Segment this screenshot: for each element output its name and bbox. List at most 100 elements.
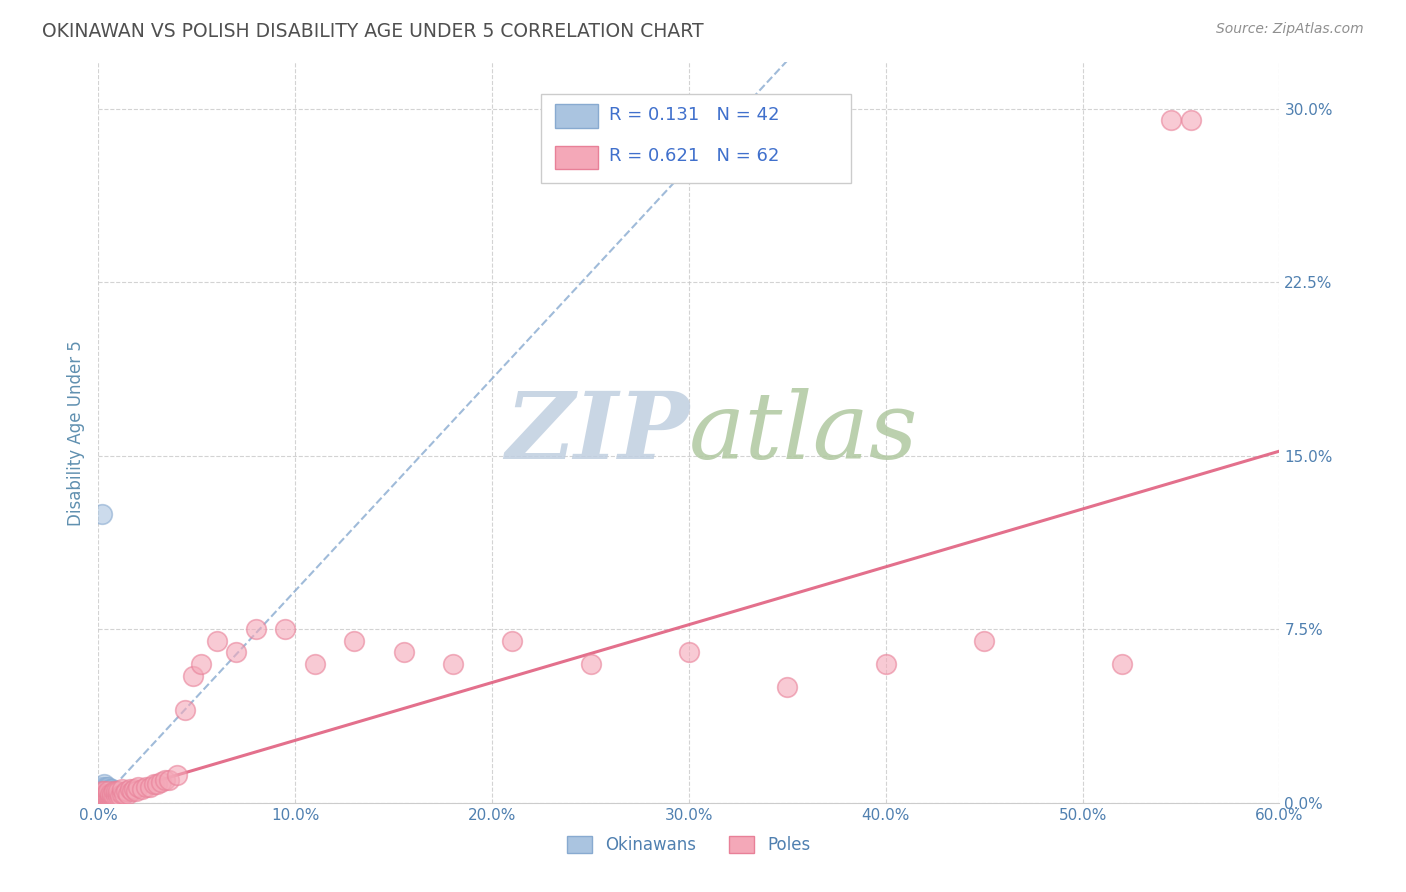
Point [96,787,118,801]
Point [103,789,125,803]
Point [973,633,995,648]
Point [103,789,125,803]
Point [89,789,111,803]
Point [91,781,114,796]
Point [101,784,124,798]
Point [166,768,188,782]
Point [97,789,120,803]
Point [103,784,125,798]
Point [93,789,115,803]
Point [93,784,115,798]
Point [274,622,297,636]
Point [105,789,128,803]
Point [125,784,148,798]
Point [98,789,121,803]
Point [101,781,124,796]
Point [91,507,114,521]
Point [875,657,897,671]
Point [108,789,131,803]
Point [98,789,121,803]
Point [441,657,464,671]
Point [93,787,115,801]
Point [181,668,204,682]
Point [142,777,165,791]
Point [96,787,118,801]
Point [155,772,177,787]
Point [89,787,111,801]
Point [91,780,114,794]
Point [107,784,129,798]
Point [105,784,128,798]
Point [91,789,114,803]
Text: Source: ZipAtlas.com: Source: ZipAtlas.com [1216,22,1364,37]
Point [98,781,121,796]
Point [96,789,118,803]
Point [107,789,129,803]
Text: atlas: atlas [689,388,918,477]
Point [103,787,125,801]
Point [776,680,799,694]
Point [98,784,121,798]
Point [97,784,120,798]
Point [93,777,115,791]
Point [501,633,523,648]
Point [91,787,114,801]
Legend: Okinawans, Poles: Okinawans, Poles [560,830,818,861]
Point [105,787,128,801]
Point [96,780,118,794]
Point [131,781,153,796]
Point [101,787,124,801]
Point [97,784,120,798]
Point [392,645,415,659]
Point [101,787,124,801]
Point [111,787,134,801]
Point [105,789,128,803]
Point [96,784,118,798]
Point [115,784,138,798]
Text: OKINAWAN VS POLISH DISABILITY AGE UNDER 5 CORRELATION CHART: OKINAWAN VS POLISH DISABILITY AGE UNDER … [42,22,704,41]
Point [1160,113,1182,128]
Point [93,781,115,796]
Point [91,789,114,803]
Point [190,657,212,671]
Point [91,784,114,798]
Point [98,787,121,801]
Point [89,784,111,798]
Point [96,781,118,796]
Point [245,622,267,636]
Text: R = 0.131   N = 42: R = 0.131 N = 42 [609,106,779,124]
Point [97,787,120,801]
Point [146,777,169,791]
Point [107,787,129,801]
Point [304,657,326,671]
Point [112,787,135,801]
Point [97,787,120,801]
Point [174,703,197,717]
Point [91,784,114,798]
Point [111,781,134,796]
Text: R = 0.621   N = 62: R = 0.621 N = 62 [609,147,779,165]
Point [127,780,149,794]
Text: ZIP: ZIP [505,388,689,477]
Point [225,645,247,659]
Point [97,781,120,796]
Point [678,645,700,659]
Point [93,787,115,801]
Point [103,784,125,798]
Point [157,772,180,787]
Point [118,781,141,796]
Point [108,789,131,803]
Point [101,789,124,803]
Point [138,780,160,794]
Point [1111,657,1133,671]
Point [91,787,114,801]
Point [205,633,228,648]
Point [150,775,173,789]
Point [117,787,139,801]
Point [98,787,121,801]
Point [93,780,115,794]
Point [135,780,157,794]
Point [107,789,129,803]
Y-axis label: Disability Age Under 5: Disability Age Under 5 [66,340,84,525]
Point [96,789,118,803]
